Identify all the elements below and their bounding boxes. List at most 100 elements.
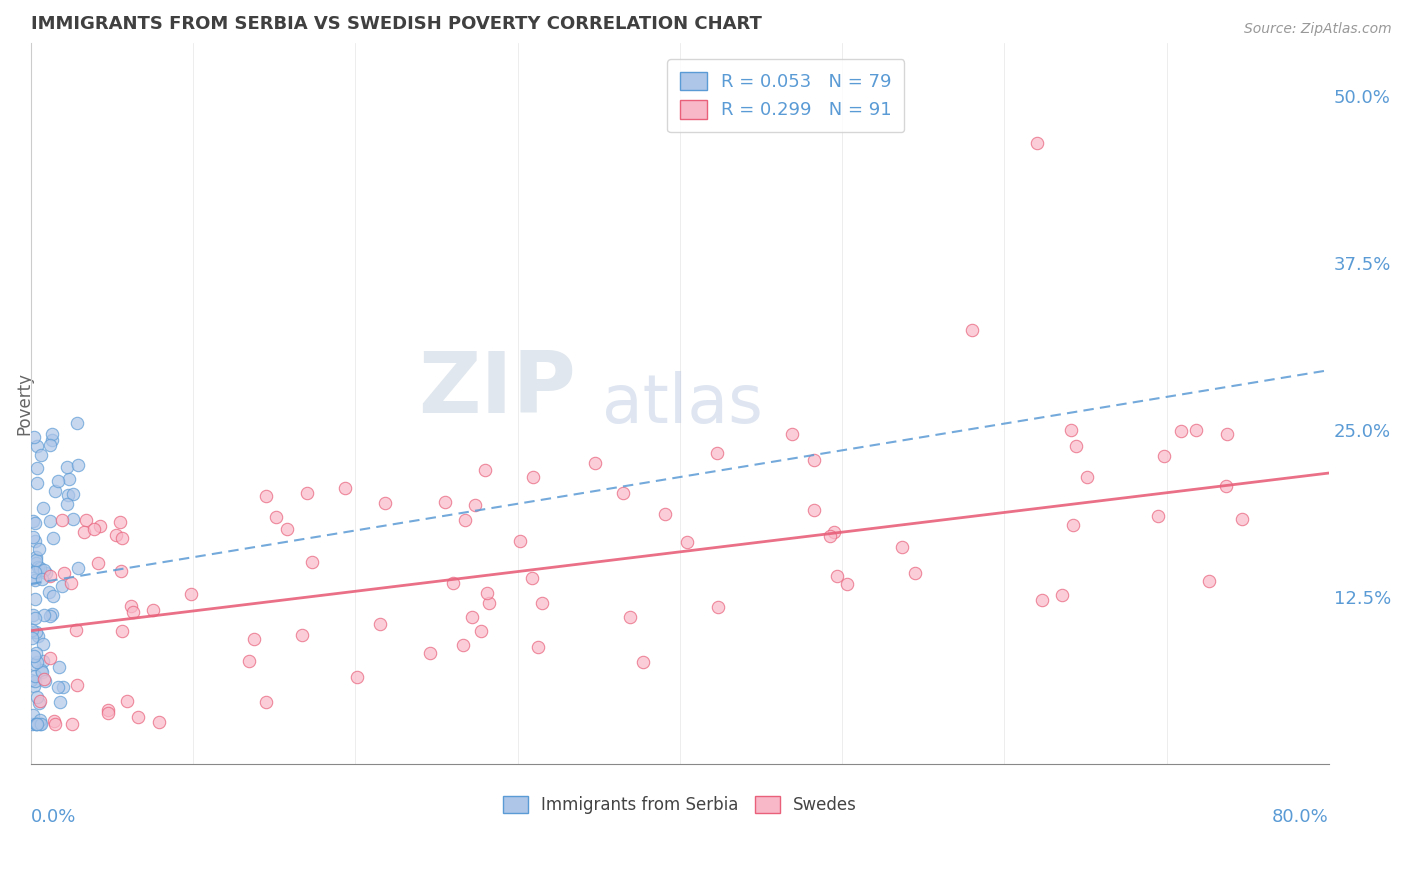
Point bbox=[39, 569, 62, 583]
Point bbox=[56, 488, 79, 502]
Point bbox=[451, 638, 474, 652]
Point bbox=[475, 586, 498, 600]
Point bbox=[105, 528, 128, 542]
Point bbox=[301, 556, 323, 570]
Point bbox=[1232, 512, 1254, 526]
Point bbox=[619, 609, 641, 624]
Point bbox=[41, 433, 63, 447]
Point bbox=[66, 416, 89, 430]
Point bbox=[75, 513, 97, 527]
Point bbox=[122, 605, 145, 619]
Point bbox=[28, 713, 51, 727]
Point bbox=[676, 535, 699, 549]
Point bbox=[368, 616, 391, 631]
Point bbox=[24, 673, 46, 688]
Point bbox=[530, 596, 553, 610]
Point bbox=[35, 566, 58, 580]
Point bbox=[56, 497, 79, 511]
Point bbox=[48, 660, 70, 674]
Point bbox=[24, 573, 46, 587]
Point bbox=[583, 457, 606, 471]
Point bbox=[39, 438, 62, 452]
Point bbox=[520, 571, 543, 585]
Point bbox=[825, 569, 848, 583]
Point bbox=[83, 522, 105, 536]
Point bbox=[1076, 470, 1098, 484]
Point bbox=[24, 556, 46, 570]
Point bbox=[818, 529, 841, 543]
Point bbox=[111, 624, 134, 638]
Point bbox=[148, 714, 170, 729]
Point bbox=[62, 487, 84, 501]
Point bbox=[333, 482, 356, 496]
Y-axis label: Poverty: Poverty bbox=[15, 372, 32, 435]
Point bbox=[42, 714, 65, 729]
Point bbox=[142, 603, 165, 617]
Point bbox=[24, 669, 46, 683]
Point bbox=[24, 516, 46, 530]
Point bbox=[243, 632, 266, 647]
Point bbox=[31, 572, 53, 586]
Point bbox=[25, 625, 48, 640]
Text: Source: ZipAtlas.com: Source: ZipAtlas.com bbox=[1244, 22, 1392, 37]
Point bbox=[891, 540, 914, 554]
Point bbox=[461, 610, 484, 624]
Point bbox=[904, 566, 927, 581]
Point bbox=[49, 695, 72, 709]
Point bbox=[509, 534, 531, 549]
Point bbox=[67, 458, 90, 473]
Point bbox=[31, 665, 53, 680]
Point bbox=[264, 510, 287, 524]
Point bbox=[803, 502, 825, 516]
Point bbox=[522, 470, 544, 484]
Point bbox=[41, 589, 63, 603]
Point bbox=[28, 541, 51, 556]
Point bbox=[1215, 478, 1237, 492]
Point bbox=[24, 591, 46, 606]
Point bbox=[97, 703, 120, 717]
Point bbox=[30, 449, 52, 463]
Point bbox=[24, 717, 46, 731]
Text: 80.0%: 80.0% bbox=[1272, 807, 1329, 826]
Point bbox=[39, 608, 62, 623]
Point bbox=[478, 596, 501, 610]
Point bbox=[89, 519, 111, 533]
Point bbox=[55, 459, 77, 474]
Point bbox=[24, 565, 46, 579]
Point bbox=[27, 690, 49, 705]
Point bbox=[254, 695, 277, 709]
Point bbox=[25, 439, 48, 453]
Point bbox=[276, 523, 298, 537]
Point bbox=[66, 561, 89, 575]
Point bbox=[295, 486, 318, 500]
Point bbox=[127, 709, 149, 723]
Point bbox=[21, 607, 44, 622]
Point bbox=[30, 717, 52, 731]
Point bbox=[42, 531, 65, 545]
Point bbox=[30, 694, 52, 708]
Point bbox=[32, 672, 55, 686]
Text: ZIP: ZIP bbox=[418, 348, 576, 431]
Point bbox=[960, 323, 983, 337]
Point bbox=[120, 599, 142, 614]
Point bbox=[20, 623, 42, 637]
Point bbox=[31, 501, 53, 516]
Point bbox=[1170, 424, 1192, 438]
Point bbox=[32, 607, 55, 622]
Point bbox=[22, 657, 45, 672]
Point bbox=[706, 446, 728, 460]
Point bbox=[39, 650, 62, 665]
Point bbox=[25, 553, 48, 567]
Point bbox=[59, 575, 82, 590]
Point bbox=[419, 646, 441, 660]
Point bbox=[346, 670, 368, 684]
Point bbox=[20, 673, 42, 687]
Point bbox=[44, 483, 66, 498]
Point bbox=[22, 680, 45, 694]
Point bbox=[51, 579, 73, 593]
Point bbox=[1216, 427, 1239, 442]
Point bbox=[25, 461, 48, 475]
Point bbox=[20, 631, 42, 645]
Point bbox=[1031, 592, 1053, 607]
Point bbox=[22, 708, 45, 723]
